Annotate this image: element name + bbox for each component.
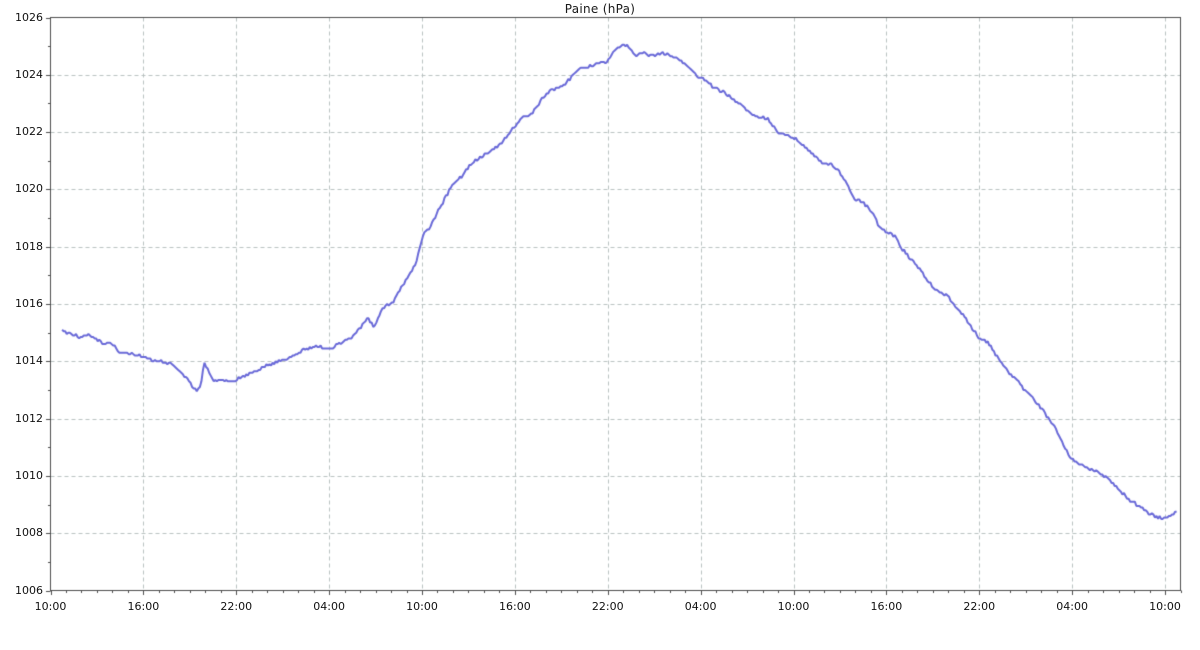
x-tick-label: 10:00: [1149, 599, 1181, 613]
x-tick-label: 04:00: [1056, 599, 1088, 613]
x-tick-label: 10:00: [406, 599, 438, 613]
y-tick-label: 1014: [15, 354, 43, 368]
x-tick-label: 16:00: [870, 599, 903, 613]
y-tick-label: 1018: [15, 239, 43, 253]
y-tick-label: 1020: [15, 182, 43, 196]
y-tick-label: 1008: [15, 526, 43, 540]
x-tick-label: 04:00: [313, 599, 345, 613]
x-tick-label: 16:00: [499, 599, 531, 613]
y-tick-label: 1024: [15, 67, 43, 81]
x-tick-label: 22:00: [591, 599, 624, 613]
x-tick-label: 10:00: [777, 599, 810, 613]
y-tick-label: 1022: [15, 125, 43, 139]
x-tick-label: 16:00: [127, 599, 160, 613]
x-tick-label: 22:00: [220, 599, 253, 613]
y-tick-label: 1026: [15, 10, 43, 24]
y-tick-label: 1010: [15, 468, 43, 482]
y-tick-label: 1016: [15, 297, 43, 310]
x-tick-label: 04:00: [684, 599, 717, 613]
x-tick-label: 22:00: [963, 599, 996, 613]
y-tick-label: 1012: [15, 411, 43, 425]
x-tick-label: 10:00: [34, 599, 67, 613]
y-tick-label: 1006: [15, 583, 43, 597]
